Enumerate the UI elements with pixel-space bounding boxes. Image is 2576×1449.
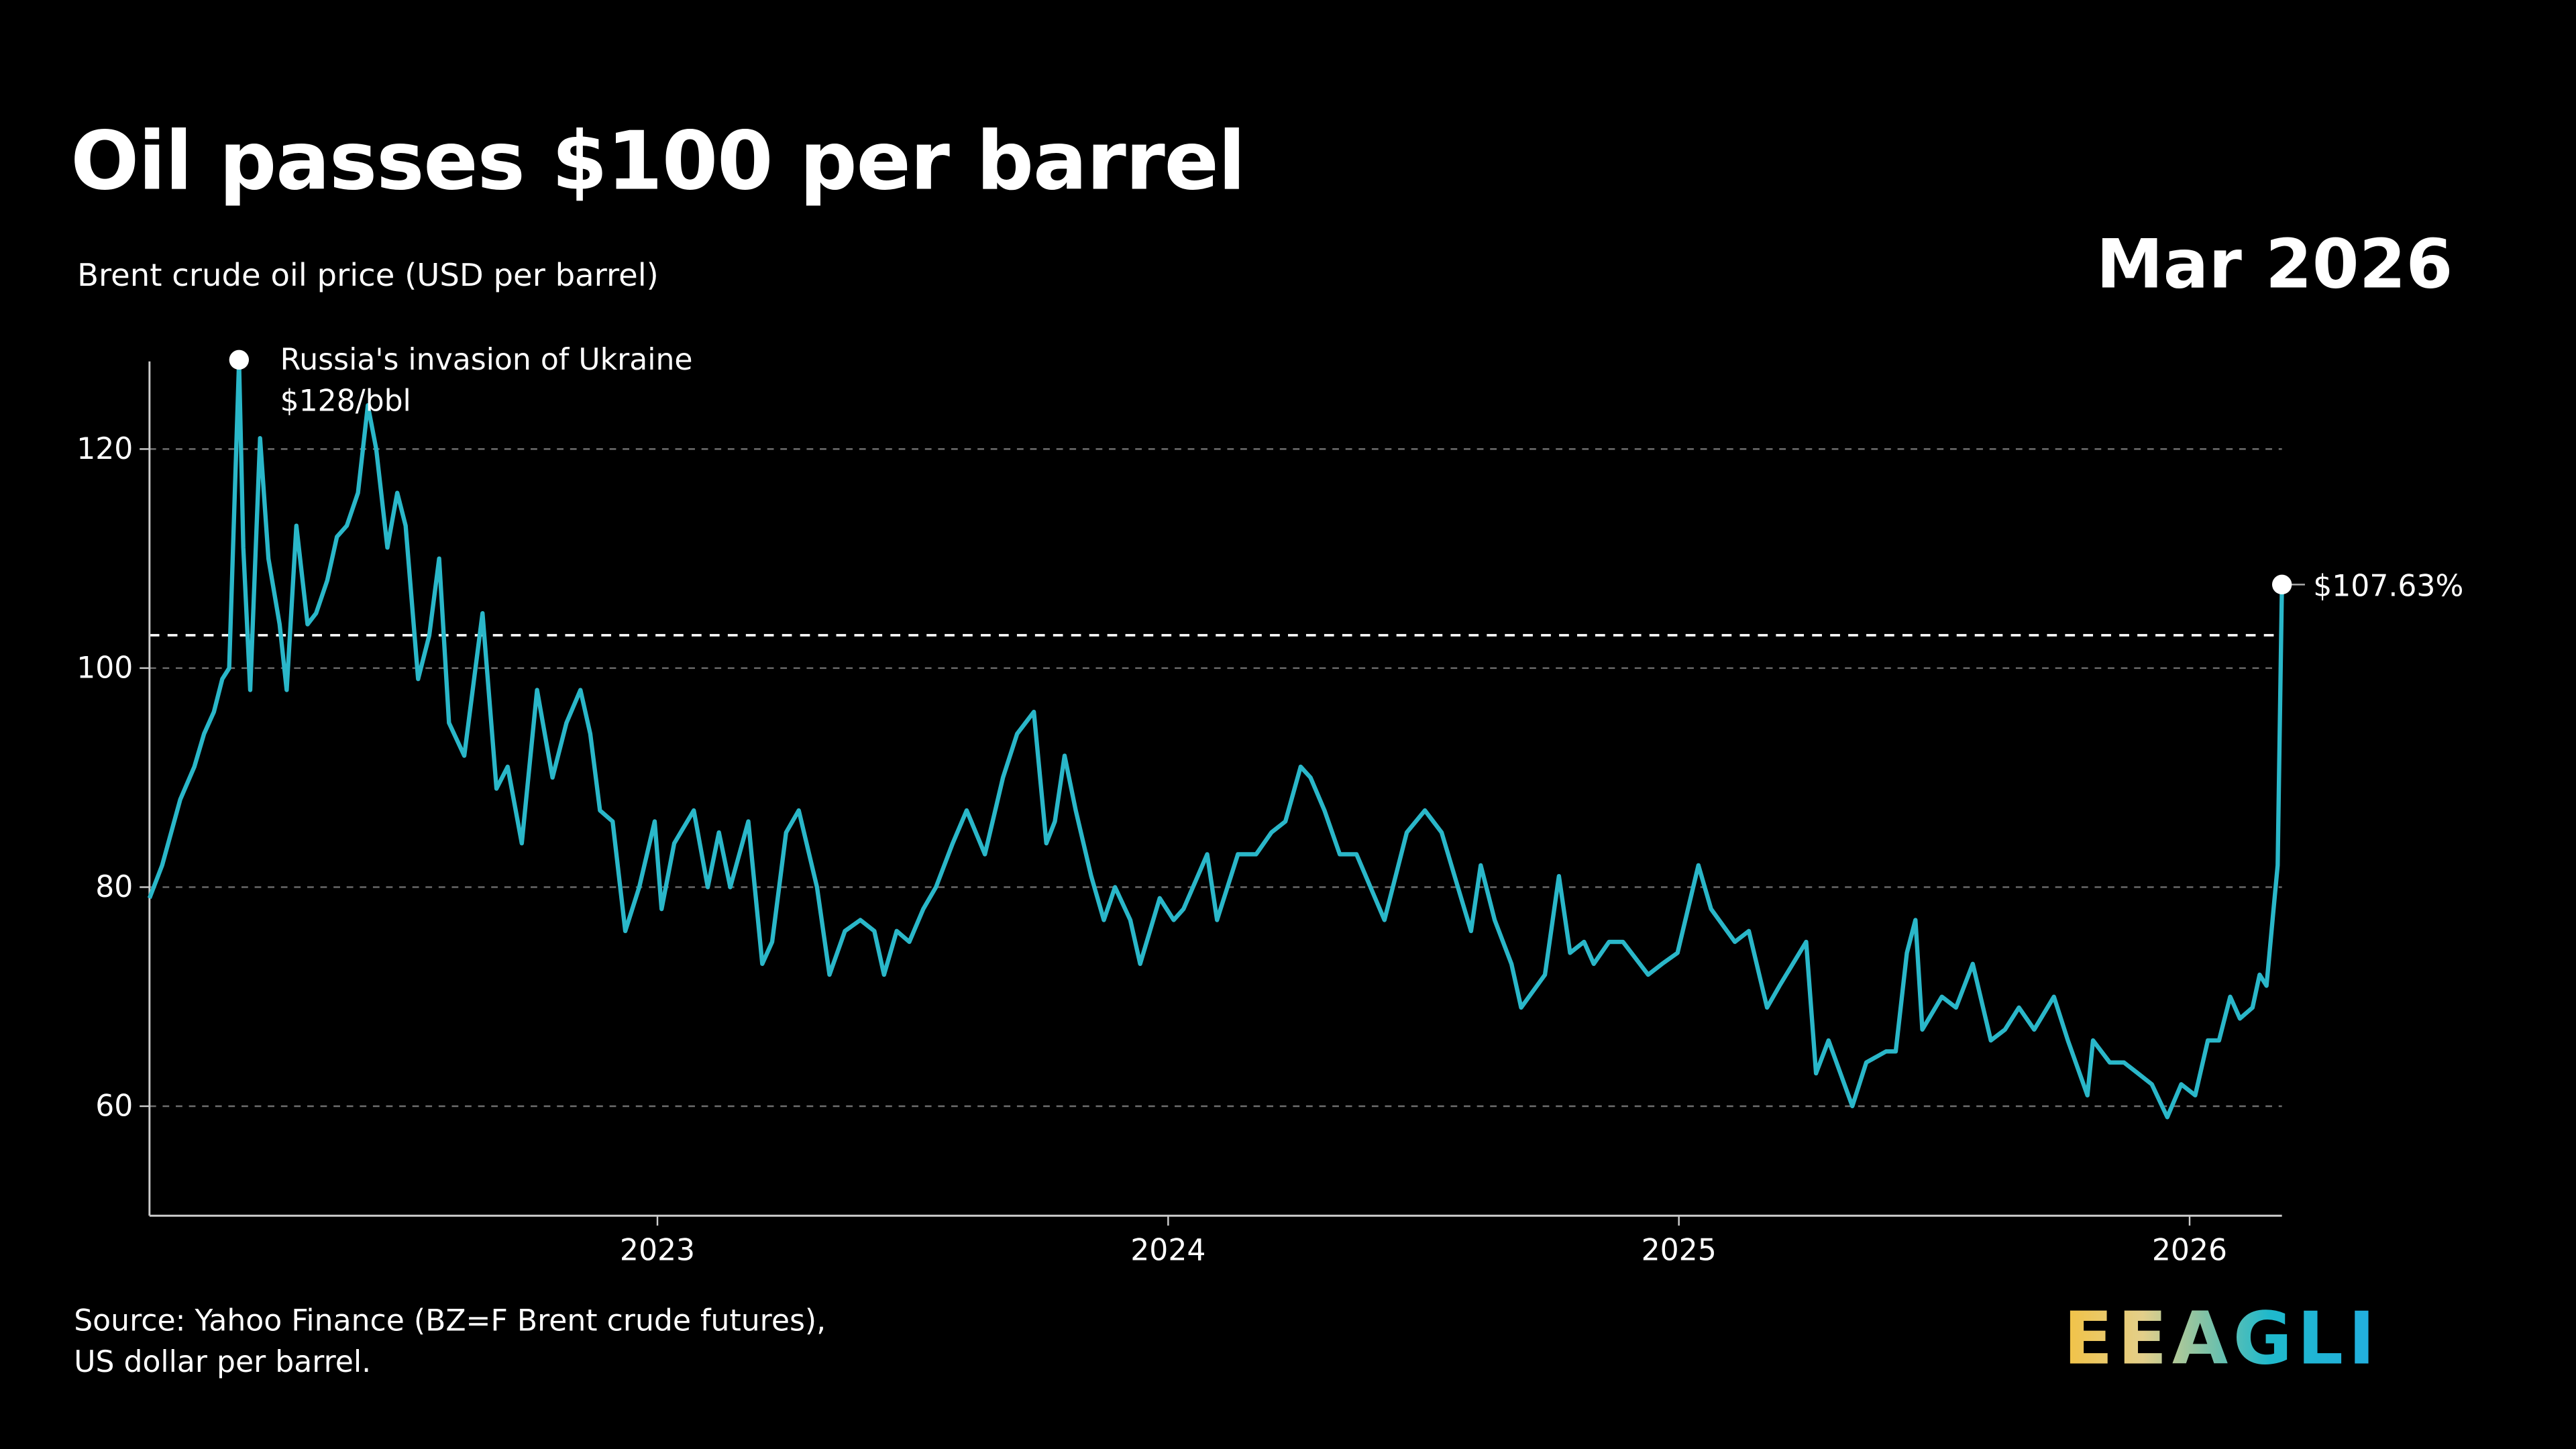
end-marker (2271, 574, 2292, 595)
y-tick-label: 60 (95, 1089, 133, 1124)
y-tick-label: 80 (95, 870, 133, 904)
y-tick-label: 120 (76, 432, 133, 466)
period-label: Mar 2026 (2096, 225, 2453, 305)
end-value-label: $107.63% (2313, 569, 2463, 603)
annotations: Russia's invasion of Ukraine $128/bbl $1… (229, 343, 2463, 603)
gridlines (149, 448, 2282, 1108)
x-tick-label: 2025 (1642, 1233, 1717, 1267)
source-note: Source: Yahoo Finance (BZ=F Brent crude … (74, 1301, 826, 1383)
series-line-brent (147, 359, 2284, 1120)
brand-logo: EEAGLI (2063, 1297, 2380, 1382)
tick-labels: 60 80 100 120 2023 2024 2025 2026 (76, 432, 2227, 1267)
chart-subtitle: Brent crude oil price (USD per barrel) (77, 258, 659, 294)
x-tick-label: 2023 (620, 1233, 695, 1267)
axes (140, 361, 2282, 1226)
source-line-2: US dollar per barrel. (74, 1345, 372, 1381)
x-tick-label: 2026 (2152, 1233, 2227, 1267)
x-tick-label: 2024 (1130, 1233, 1205, 1267)
annotation-peak-title: Russia's invasion of Ukraine (280, 343, 693, 377)
source-line-1: Source: Yahoo Finance (BZ=F Brent crude … (74, 1304, 826, 1339)
annotation-peak-value: $128/bbl (280, 384, 411, 418)
y-tick-label: 100 (76, 651, 133, 686)
page-title: Oil passes $100 per barrel (70, 115, 1246, 209)
peak-marker (229, 350, 250, 370)
